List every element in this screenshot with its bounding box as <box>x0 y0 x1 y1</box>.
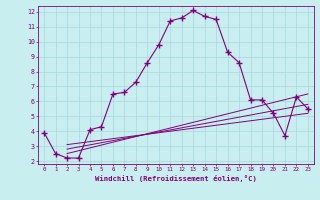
X-axis label: Windchill (Refroidissement éolien,°C): Windchill (Refroidissement éolien,°C) <box>95 175 257 182</box>
